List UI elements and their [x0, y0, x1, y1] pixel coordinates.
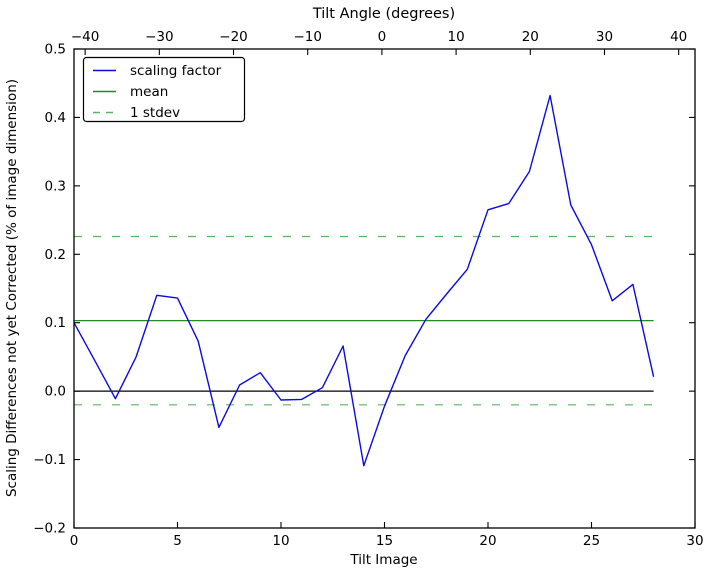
top-tick-label: 10: [448, 29, 465, 45]
top-tick-label: −30: [145, 29, 174, 45]
legend-label: mean: [130, 84, 168, 100]
top-tick-label: −10: [293, 29, 322, 45]
y-tick-label: 0.2: [45, 247, 66, 263]
x-tick-label: 20: [479, 533, 496, 549]
top-tick-label: −40: [71, 29, 100, 45]
x-tick-label: 5: [173, 533, 182, 549]
y-tick-label: 0.0: [45, 384, 66, 400]
legend-box: [82, 56, 246, 123]
chart-title: Tilt Angle (degrees): [312, 6, 455, 22]
top-tick-label: 0: [378, 29, 387, 45]
legend-label: scaling factor: [130, 63, 222, 79]
x-tick-label: 30: [686, 533, 703, 549]
y-tick-label: 0.3: [45, 178, 66, 194]
top-tick-label: −20: [219, 29, 248, 45]
legend: scaling factor mean 1 stdev: [82, 56, 246, 123]
x-tick-label: 25: [583, 533, 600, 549]
top-tick-label: 30: [596, 29, 613, 45]
y-tick-label: −0.2: [33, 521, 66, 537]
y-axis-label: Scaling Differences not yet Corrected (%…: [4, 79, 20, 497]
plot-area: 0 5 10 15 20 25 30 −40 −30 −20 −10 0 10 20 30 40 0.5 0.4 0…: [33, 29, 703, 549]
top-tick-label: 20: [522, 29, 539, 45]
x-tick-label: 15: [376, 533, 393, 549]
x-tick-label: 10: [272, 533, 289, 549]
top-tick-label: 40: [670, 29, 687, 45]
series-scaling-factor: [73, 94, 655, 467]
x-tick-label: 0: [70, 533, 79, 549]
legend-label: 1 stdev: [130, 105, 180, 121]
y-tick-label: 0.1: [45, 315, 66, 331]
y-tick-label: 0.4: [45, 110, 66, 126]
y-tick-label: 0.5: [45, 42, 66, 58]
x-axis-label: Tilt Image: [349, 552, 417, 568]
y-tick-label: −0.1: [33, 452, 66, 468]
